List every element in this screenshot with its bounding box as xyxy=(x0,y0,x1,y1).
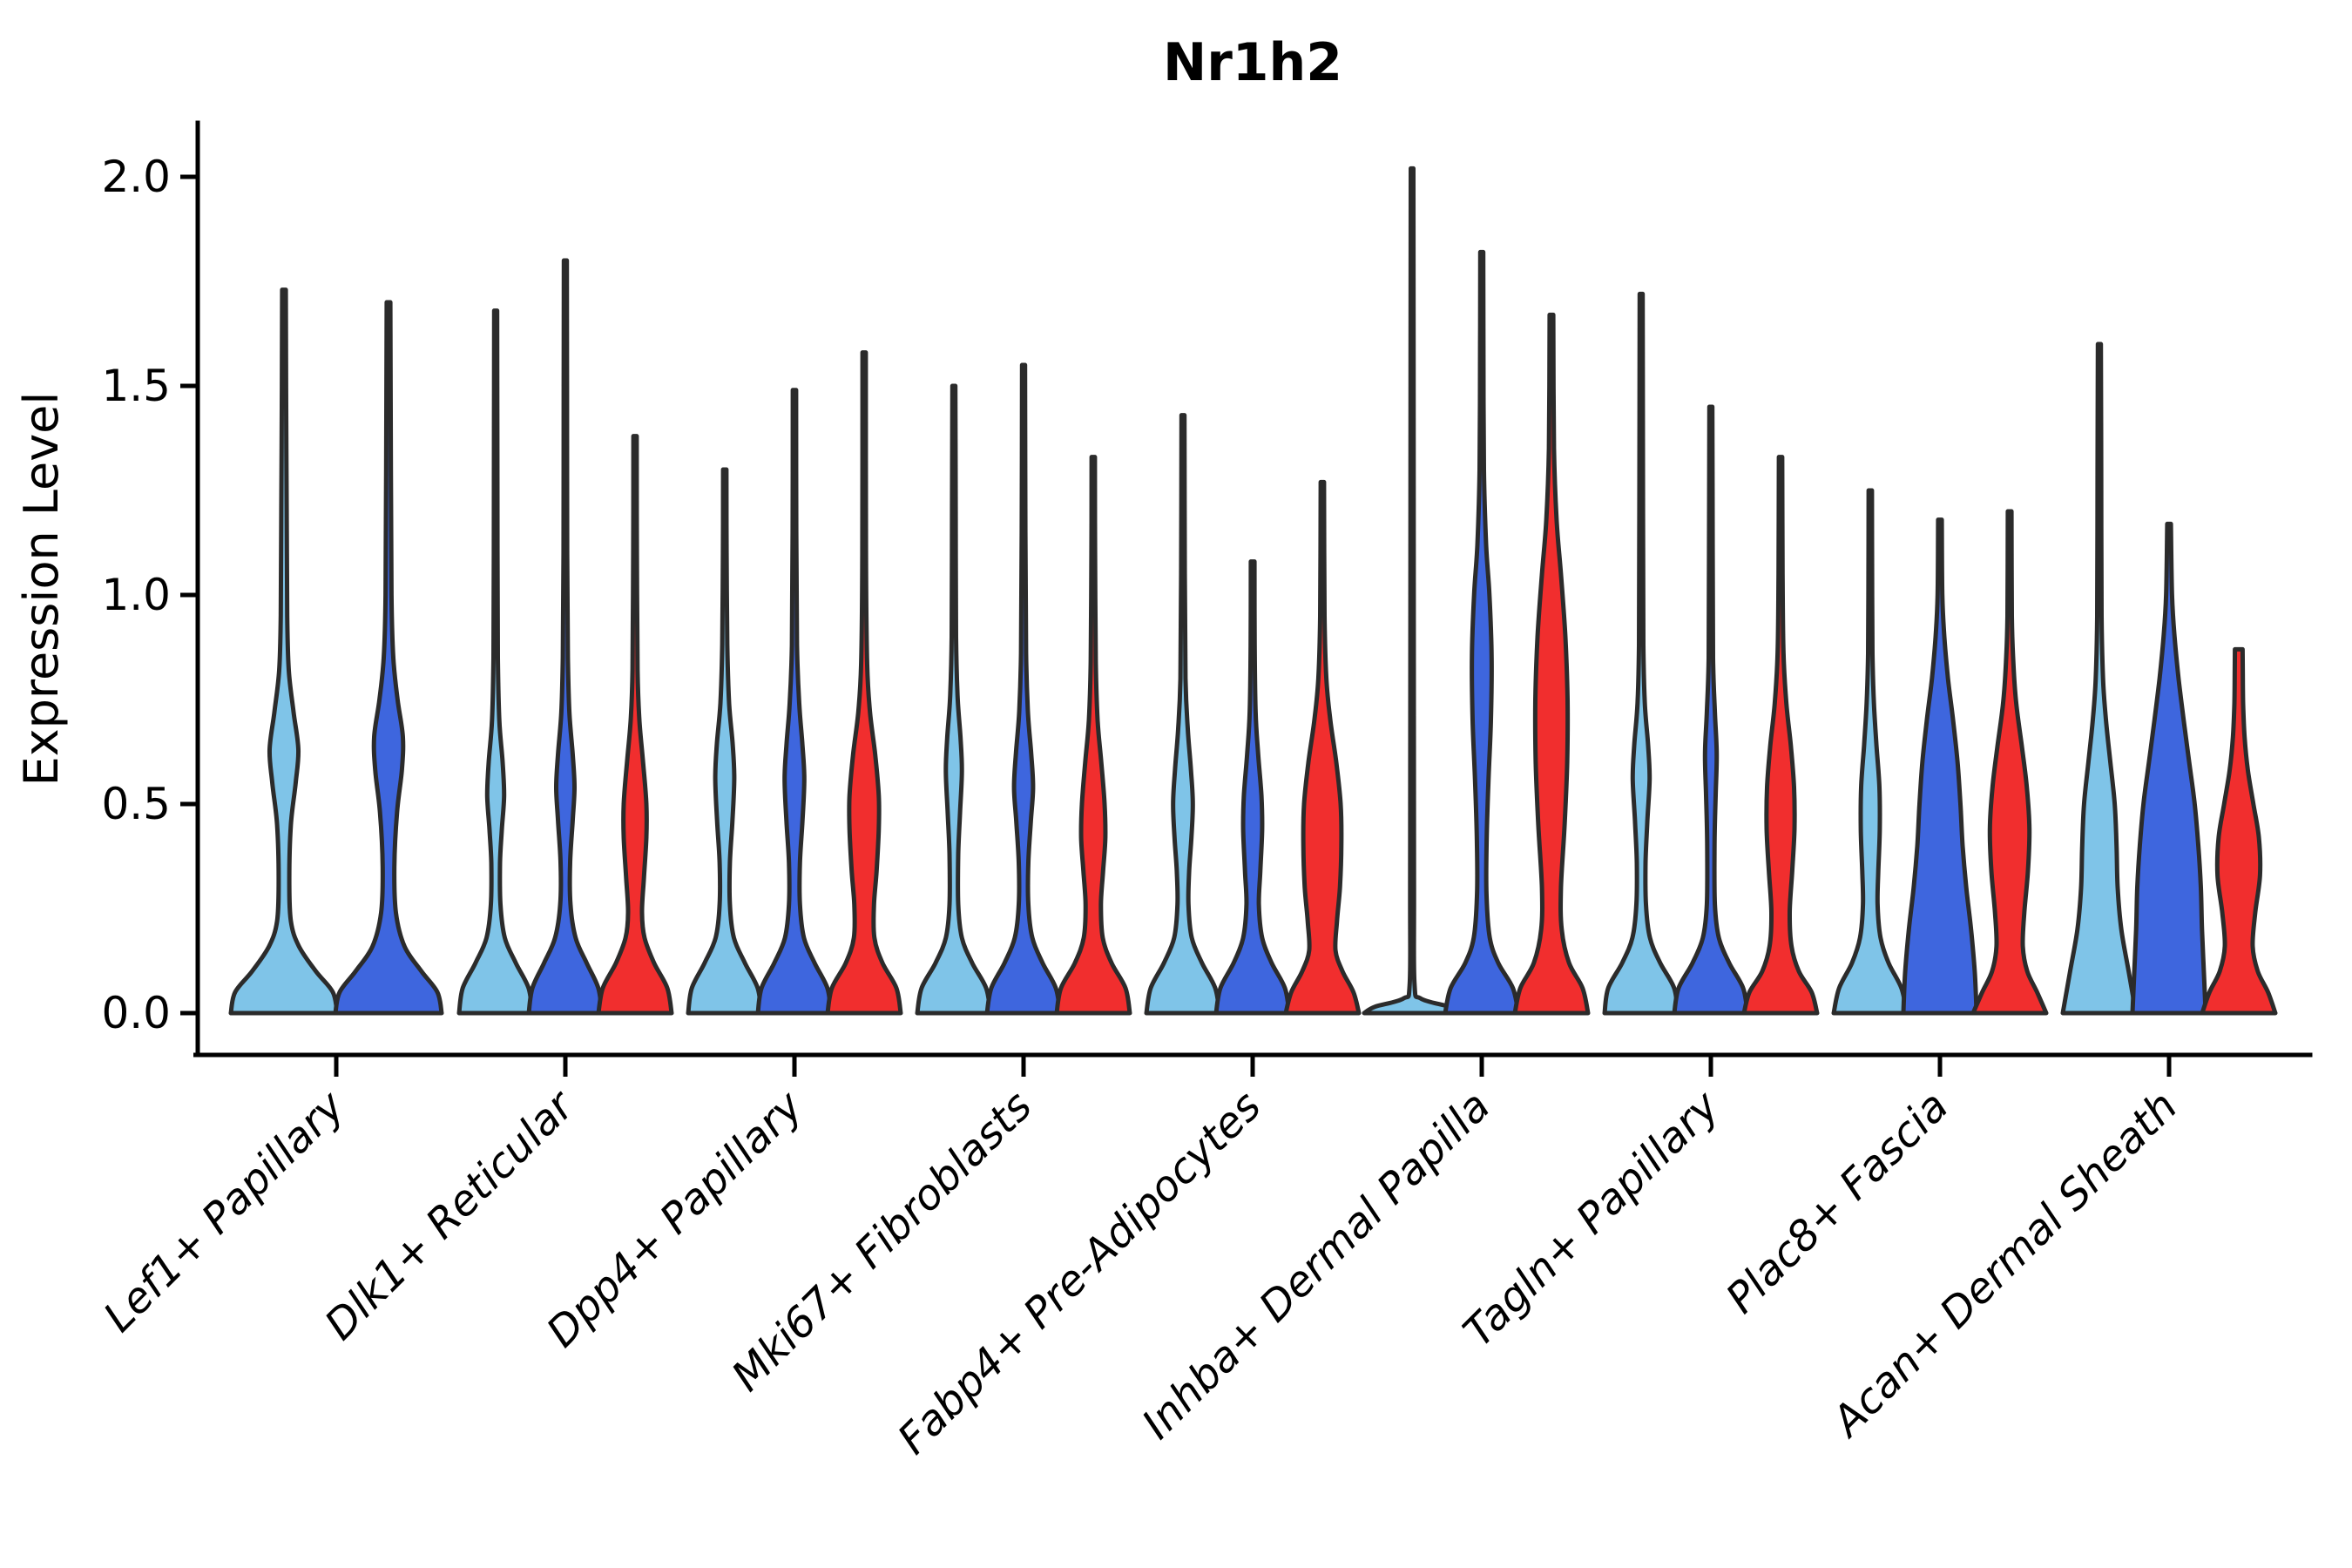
violin-group7-red xyxy=(1970,509,2049,1016)
violin-group6-light_blue xyxy=(1602,291,1680,1016)
violin-group4-light_blue xyxy=(1144,413,1222,1016)
violin-group8-dark_blue xyxy=(2130,521,2208,1016)
x-tick-label: Lef1+ Papillary xyxy=(94,1081,355,1342)
violin-group4-dark_blue xyxy=(1213,559,1292,1016)
violin-group7-light_blue xyxy=(1831,488,1909,1016)
y-tick-label: 2.0 xyxy=(101,152,171,202)
violin-group3-red xyxy=(1054,455,1132,1016)
violins-layer xyxy=(228,166,2278,1016)
violin-group3-light_blue xyxy=(915,383,993,1016)
violin-group2-dark_blue xyxy=(755,388,834,1016)
x-tick-label: Tagln+ Papillary xyxy=(1454,1081,1729,1356)
violin-group8-red xyxy=(2200,646,2278,1016)
violin-group8-light_blue xyxy=(2060,341,2139,1016)
violin-group1-red xyxy=(596,434,674,1016)
violin-group6-dark_blue xyxy=(1672,404,1750,1016)
violin-group1-dark_blue xyxy=(526,258,605,1016)
x-tick-label: Plac8+ Fascia xyxy=(1717,1082,1958,1323)
violin-group5-red xyxy=(1512,312,1591,1016)
x-tick-label: Dlk1+ Reticular xyxy=(315,1080,585,1350)
violin-group0-dark_blue xyxy=(333,300,444,1016)
chart-title: Nr1h2 xyxy=(1163,32,1342,93)
x-tick-label: Fabp4+ Pre-Adipocytes xyxy=(889,1082,1271,1464)
y-tick-label: 0.5 xyxy=(101,779,171,829)
y-axis-label: Expression Level xyxy=(14,392,69,787)
violin-group3-dark_blue xyxy=(984,362,1063,1016)
violin-group5-dark_blue xyxy=(1443,249,1521,1016)
violin-group4-red xyxy=(1283,479,1362,1016)
violin-group5-light_blue xyxy=(1362,166,1463,1016)
violin-group2-red xyxy=(825,350,903,1016)
x-tick-label: Dpp4+ Papillary xyxy=(537,1081,813,1356)
violin-group7-dark_blue xyxy=(1901,517,1979,1016)
y-tick-label: 1.5 xyxy=(101,361,171,411)
y-tick-label: 1.0 xyxy=(101,570,171,620)
violin-group2-light_blue xyxy=(686,467,764,1016)
violin-group0-light_blue xyxy=(228,287,340,1016)
violin-group1-light_blue xyxy=(456,308,535,1016)
violin-group6-red xyxy=(1741,455,1820,1016)
y-tick-label: 0.0 xyxy=(101,988,171,1038)
